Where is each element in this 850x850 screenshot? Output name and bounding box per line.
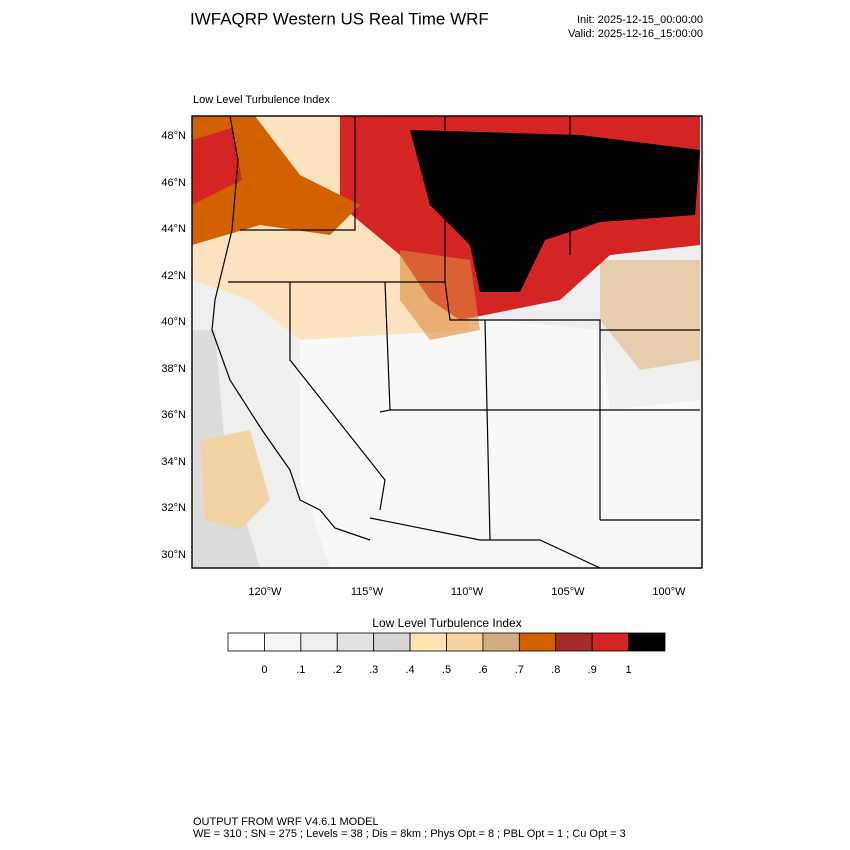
colorbar-box	[591, 632, 629, 652]
map-title: Low Level Turbulence Index	[193, 94, 330, 106]
lat-label: 44°N	[161, 223, 186, 235]
init-time: Init: 2025-12-15_00:00:00	[577, 14, 703, 26]
colorbar-label: .8	[551, 664, 560, 676]
colorbar-label: .4	[405, 664, 414, 676]
colorbar-box	[482, 632, 520, 652]
lon-label: 110°W	[451, 586, 484, 598]
lon-labels: 120°W 115°W 110°W 105°W 100°W	[248, 586, 686, 598]
colorbar-label: .2	[333, 664, 342, 676]
lat-label: 36°N	[161, 409, 186, 421]
lon-label: 115°W	[351, 586, 384, 598]
colorbar-box	[227, 632, 265, 652]
colorbar-box	[518, 632, 557, 652]
colorbar-label: .3	[369, 664, 378, 676]
colorbar-box	[300, 632, 338, 652]
colorbar-box	[336, 632, 375, 652]
lat-label: 42°N	[161, 270, 186, 282]
colorbar-label: .7	[515, 664, 524, 676]
lon-label: 120°W	[248, 586, 282, 598]
colorbar-label: 1	[626, 664, 632, 676]
footer-line: WE = 310 ; SN = 275 ; Levels = 38 ; Dis …	[193, 828, 626, 840]
colorbar-label: .1	[296, 664, 305, 676]
colorbar-box	[555, 632, 593, 652]
map-frame	[191, 115, 703, 569]
colorbar-label: 0	[261, 664, 267, 676]
colorbar-box	[409, 632, 447, 652]
lat-label: 38°N	[161, 363, 186, 375]
lat-labels: 48°N 46°N 44°N 42°N 40°N 38°N 36°N 34°N …	[161, 130, 186, 561]
borders	[211, 115, 700, 569]
lon-label: 100°W	[652, 586, 686, 598]
valid-time: Valid: 2025-12-16_15:00:00	[568, 28, 703, 40]
title: IWFAQRP Western US Real Time WRF	[190, 9, 489, 28]
colorbar-box	[628, 632, 666, 652]
lat-label: 34°N	[161, 456, 186, 468]
colorbar-box	[264, 632, 302, 652]
colorbar: 0 .1 .2 .3 .4 .5 .6 .7 .8 .9 1	[227, 632, 666, 676]
colorbar-box	[373, 632, 411, 652]
colorbar-title: Low Level Turbulence Index	[372, 616, 521, 630]
colorbar-label: .5	[442, 664, 451, 676]
lat-label: 40°N	[161, 316, 186, 328]
lon-label: 105°W	[551, 586, 585, 598]
colorbar-label: .9	[588, 664, 597, 676]
footer-line: OUTPUT FROM WRF V4.6.1 MODEL	[193, 816, 379, 828]
lat-label: 32°N	[161, 502, 186, 514]
lat-label: 30°N	[161, 549, 186, 561]
lat-label: 48°N	[161, 130, 186, 142]
colorbar-box	[446, 632, 484, 652]
lat-label: 46°N	[161, 177, 186, 189]
colorbar-label: .6	[478, 664, 487, 676]
map-field	[192, 116, 702, 568]
